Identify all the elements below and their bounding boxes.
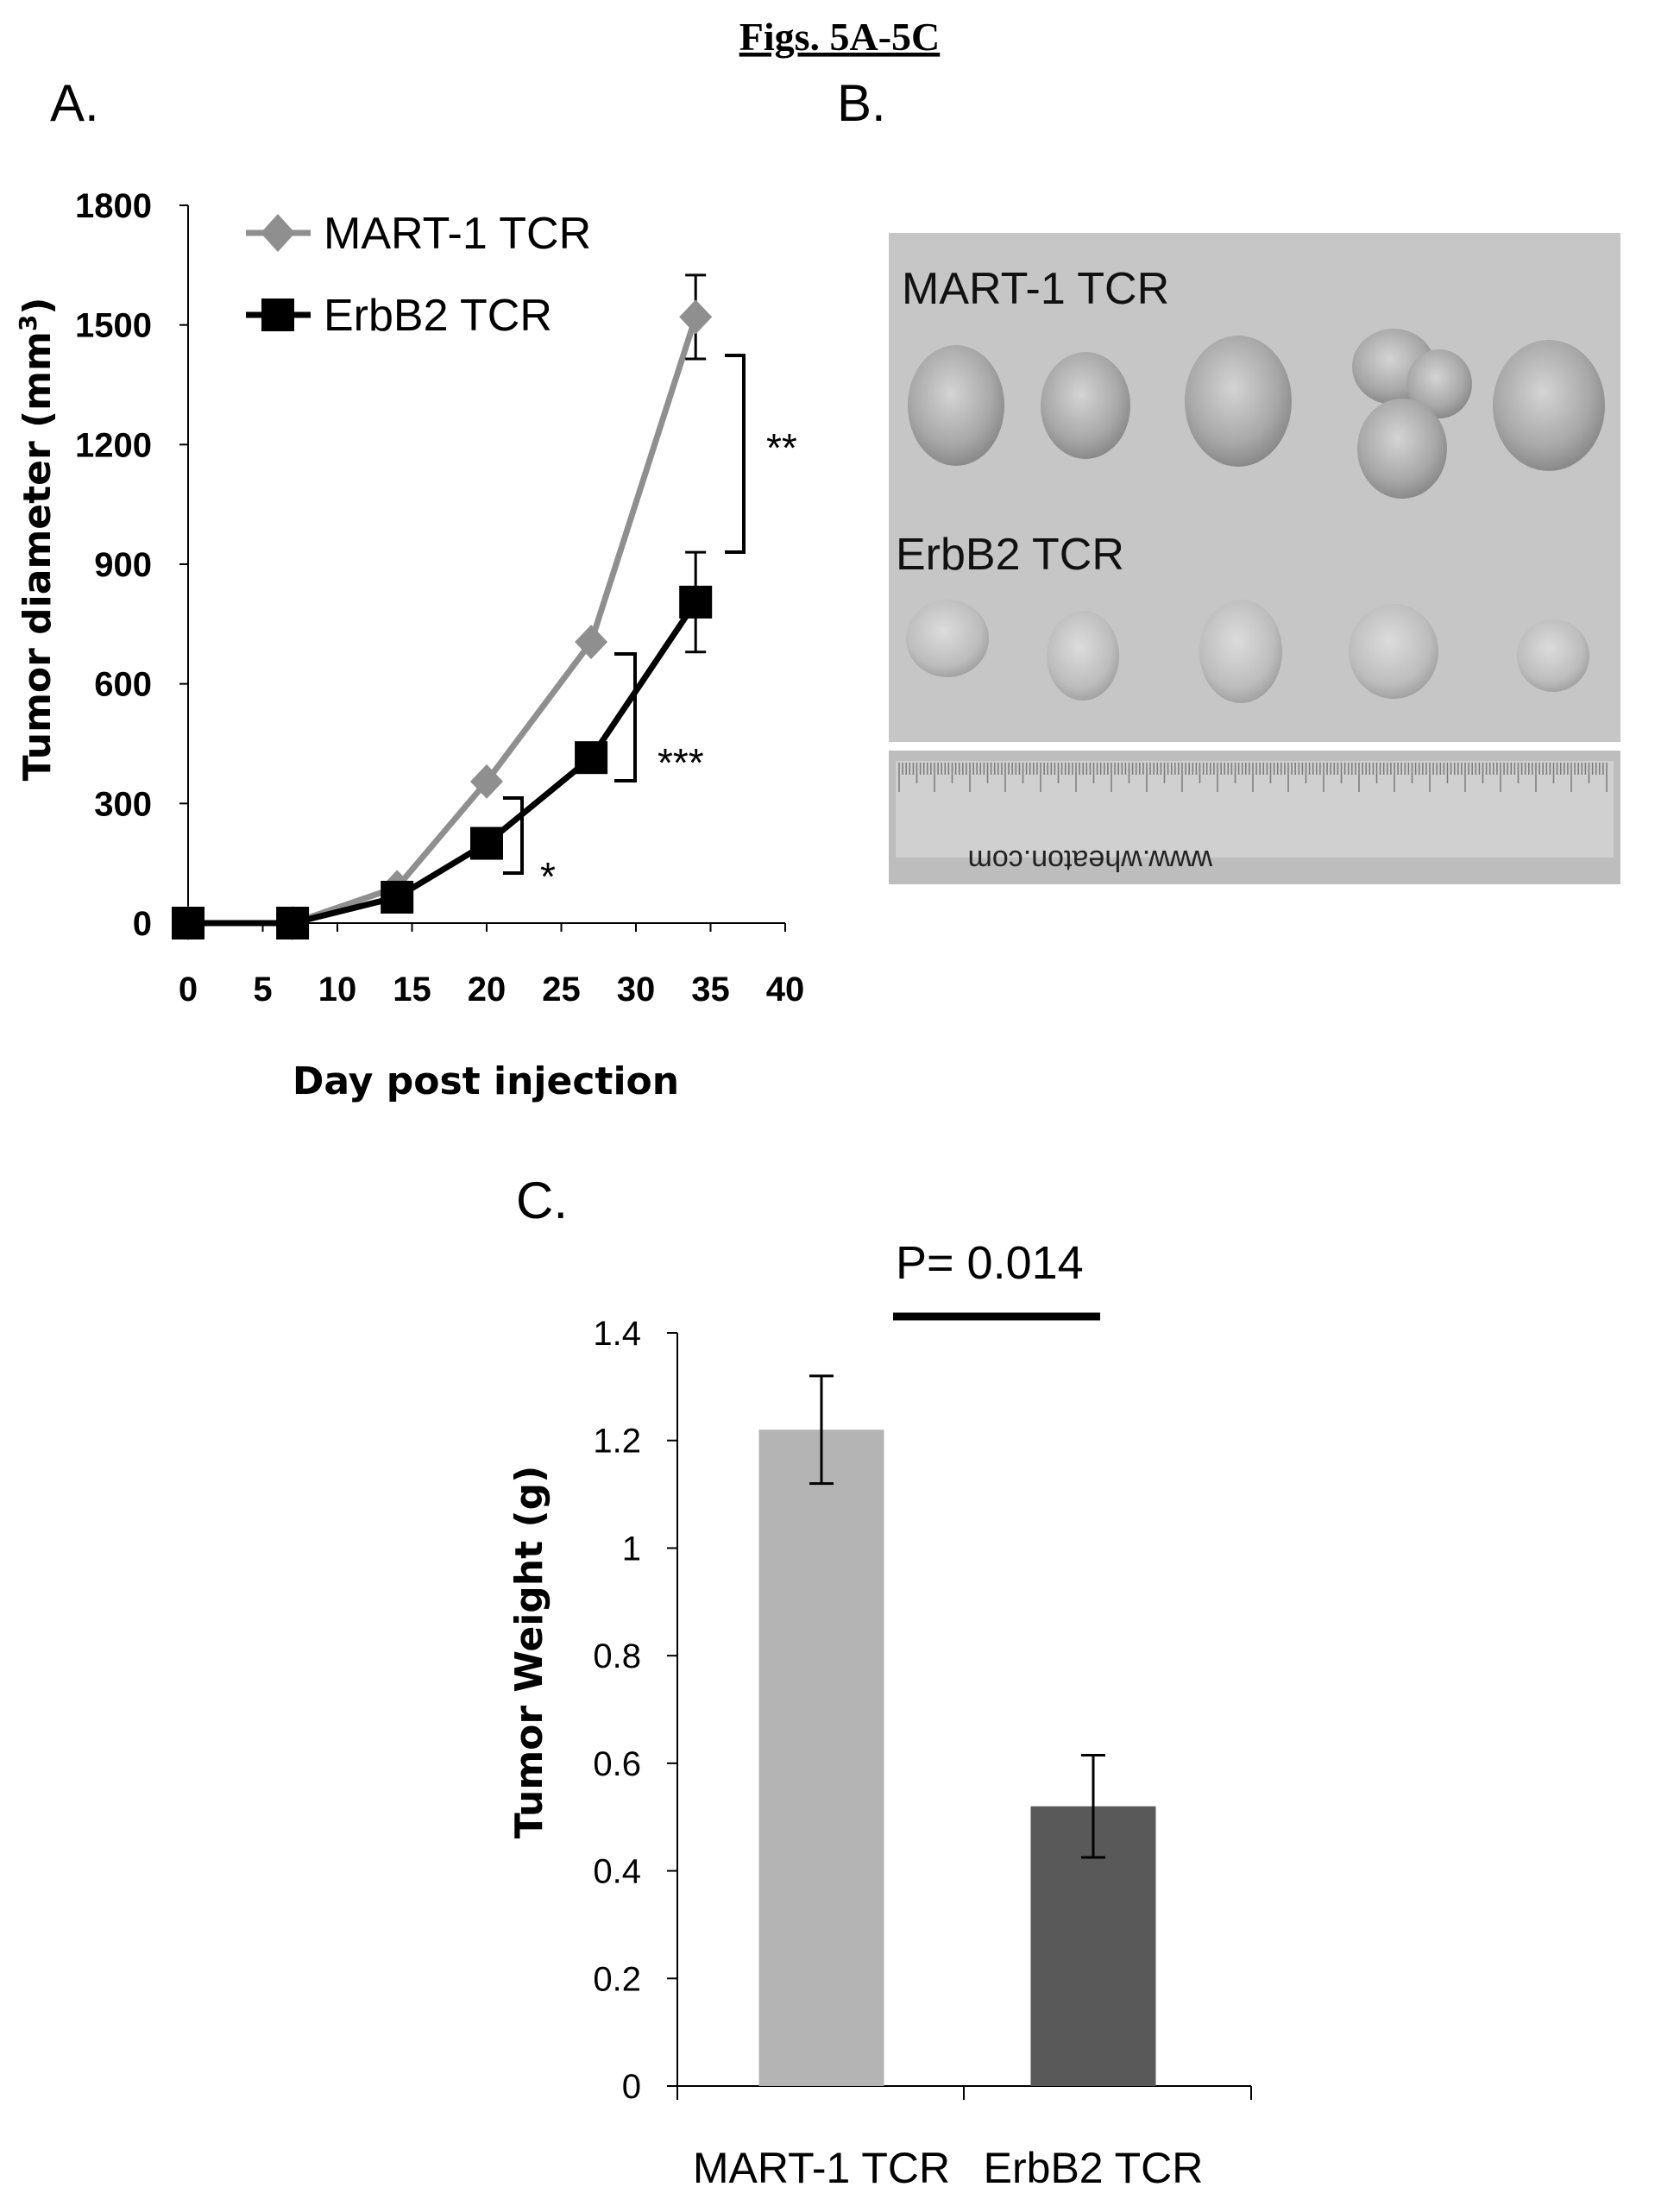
- series-line: [188, 600, 699, 927]
- x-tick-label: 10: [318, 971, 357, 1009]
- bar-chart-bars: [758, 1374, 1156, 2086]
- photo-label-erbb2: ErbB2 TCR: [896, 530, 1124, 580]
- bracket-day34: [725, 354, 746, 554]
- tumors-mart1: [908, 329, 1605, 499]
- data-point-square: [575, 741, 608, 775]
- ruler: [896, 761, 1614, 858]
- x-tick-label: 30: [617, 971, 656, 1009]
- data-point-square: [470, 826, 503, 860]
- y-tick-label: 1800: [75, 187, 152, 225]
- panel-label-c: C.: [516, 1172, 568, 1229]
- bar-chart-y-ticks: 0 0.2 0.4 0.6 0.8 1 1.2 1.4: [593, 1315, 677, 2106]
- legend-label-mart1: MART-1 TCR: [324, 209, 591, 259]
- bar-y-tick-label: 0: [622, 2068, 641, 2106]
- tumor-weight-bar-chart: 0 0.2 0.4 0.6 0.8 1 1.2 1.4 MART-1 TCR ErbB2 TCR…: [507, 1237, 1252, 2192]
- tumor-erbb2-4: [1349, 604, 1438, 699]
- sig-day20: *: [540, 854, 556, 899]
- tumor-mart1-1: [908, 345, 1004, 466]
- line-chart-x-ticks: 0 5 10 15 20 25 30 35 40: [179, 923, 804, 1009]
- x-axis-title: Day post injection: [293, 1059, 679, 1103]
- panel-label-a: A.: [50, 74, 99, 132]
- x-tick-label: 40: [766, 971, 805, 1009]
- y-tick-label: 0: [133, 905, 152, 943]
- tumor-erbb2-3: [1199, 600, 1282, 703]
- x-tick-label: 15: [393, 971, 431, 1009]
- bar-chart-categories: MART-1 TCR ErbB2 TCR: [693, 2144, 1203, 2192]
- figure-title: Figs. 5A-5C: [739, 15, 941, 59]
- line-chart-legend: MART-1 TCR ErbB2 TCR: [246, 209, 591, 341]
- data-point-diamond: [679, 299, 713, 335]
- series-erbb2: [172, 550, 713, 939]
- line-chart-y-ticks: 0 300 600 900 1200 1500 1800: [75, 187, 188, 943]
- data-point-diamond: [470, 764, 503, 799]
- y-tick-label: 1500: [75, 307, 152, 345]
- series-mart1: [172, 273, 713, 940]
- x-tick-label: 0: [179, 971, 198, 1009]
- tumors-erbb2: [906, 600, 1589, 703]
- y-tick-label: 900: [94, 546, 152, 584]
- photo-label-mart1: MART-1 TCR: [902, 264, 1169, 314]
- bar-mart1: [758, 1430, 884, 2086]
- photo-divider: [889, 742, 1620, 751]
- legend-marker-mart1: [261, 214, 295, 252]
- tumor-mart1-4c: [1357, 399, 1447, 499]
- tumor-photo: MART-1 TCR ErbB2 TCR www.wheaton.com: [889, 233, 1620, 884]
- tumor-erbb2-5: [1517, 619, 1589, 692]
- tumor-erbb2-1: [906, 600, 989, 677]
- data-point-square: [381, 880, 414, 914]
- series-line: [188, 316, 699, 927]
- bar-y-tick-label: 0.6: [593, 1745, 641, 1783]
- tumor-mart1-2: [1041, 352, 1130, 459]
- ruler-brand-text: www.wheaton.com: [968, 844, 1213, 877]
- tumor-mart1-3: [1185, 336, 1292, 467]
- bar-y-tick-label: 1: [622, 1530, 641, 1568]
- x-tick-label: 35: [691, 971, 730, 1009]
- bar-y-tick-label: 1.4: [593, 1315, 641, 1353]
- y-axis-title: Tumor diameter (mm3): [14, 298, 60, 782]
- data-point-diamond: [575, 625, 608, 660]
- bar-y-tick-label: 0.2: [593, 1960, 641, 1998]
- data-point-square: [172, 907, 204, 939]
- y-tick-label: 1200: [75, 426, 152, 464]
- tumor-erbb2-2: [1047, 611, 1119, 701]
- legend-label-erbb2: ErbB2 TCR: [324, 291, 552, 341]
- bar-y-tick-label: 0.8: [593, 1637, 641, 1675]
- y-tick-label: 600: [94, 666, 152, 704]
- tumor-mart1-5: [1493, 340, 1605, 471]
- pvalue-label: P= 0.014: [896, 1237, 1084, 1289]
- line-chart-series: [172, 273, 713, 940]
- sig-day27: ***: [658, 740, 704, 785]
- bar-y-tick-label: 1.2: [593, 1423, 641, 1461]
- sig-day34: **: [766, 425, 797, 470]
- bar-y-axis-title: Tumor Weight (g): [507, 1466, 551, 1838]
- legend-marker-erbb2: [261, 298, 294, 331]
- tumor-mart1-4b: [1406, 349, 1472, 418]
- bar-category-label: ErbB2 TCR: [984, 2144, 1204, 2192]
- bar-y-tick-label: 0.4: [593, 1853, 641, 1891]
- panel-label-b: B.: [837, 74, 886, 132]
- bracket-day20: [503, 796, 524, 875]
- bracket-day27: [614, 652, 637, 782]
- x-tick-label: 25: [542, 971, 581, 1009]
- data-point-square: [276, 907, 310, 939]
- y-axis-title-superscript: 3: [14, 315, 42, 331]
- y-tick-label: 300: [94, 785, 152, 823]
- x-tick-label: 5: [253, 971, 272, 1009]
- bar-category-label: MART-1 TCR: [693, 2144, 950, 2192]
- data-point-square: [679, 585, 713, 619]
- ruler-ticks: [898, 763, 1608, 792]
- y-axis-title-text: Tumor diameter (mm: [16, 331, 60, 781]
- x-tick-label: 20: [468, 971, 507, 1009]
